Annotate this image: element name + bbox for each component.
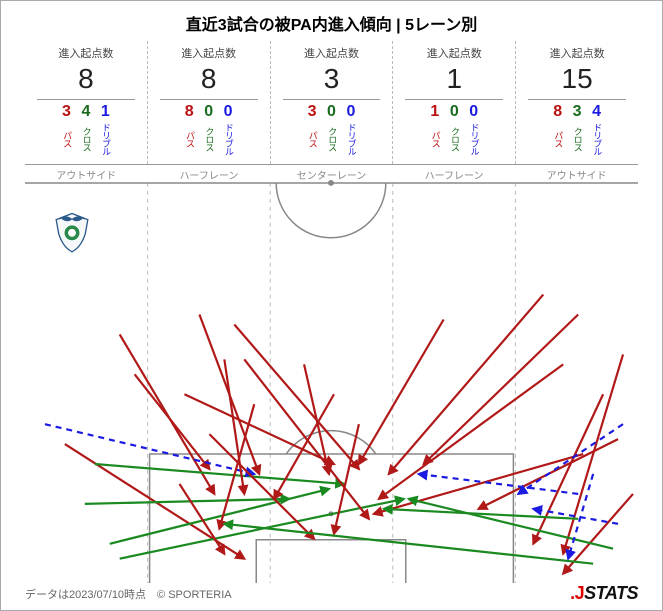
lane-stat-col: 進入起点数 15 8パス 3クロス 4ドリブル <box>516 41 638 164</box>
cross-count: 0クロス <box>327 104 336 156</box>
dribble-count: 1ドリブル <box>101 104 110 156</box>
stats-logo: .JSTATS <box>570 583 638 604</box>
pass-arrow <box>304 364 329 474</box>
lane-breakdown: 3パス 0クロス 0ドリブル <box>271 104 393 156</box>
lane-stat-col: 進入起点数 3 3パス 0クロス 0ドリブル <box>271 41 394 164</box>
dribble-count: 0ドリブル <box>469 104 478 156</box>
lane-stat-col: 進入起点数 1 1パス 0クロス 0ドリブル <box>393 41 516 164</box>
lane-total: 8 <box>148 63 270 95</box>
cross-count: 0クロス <box>450 104 459 156</box>
lane-header: 進入起点数 <box>393 45 515 61</box>
lane-breakdown: 8パス 0クロス 0ドリブル <box>148 104 270 156</box>
lane-total: 1 <box>393 63 515 95</box>
dribble-arrow <box>419 474 578 494</box>
pass-arrow <box>533 394 603 544</box>
pass-count: 3パス <box>62 104 71 156</box>
lane-header: 進入起点数 <box>148 45 270 61</box>
cross-count: 0クロス <box>204 104 213 156</box>
lane-breakdown: 8パス 3クロス 4ドリブル <box>516 104 638 156</box>
cross-arrow <box>85 499 289 504</box>
cross-count: 4クロス <box>81 104 90 156</box>
lane-breakdown: 3パス 4クロス 1ドリブル <box>25 104 147 156</box>
pass-arrow <box>219 404 254 529</box>
dribble-arrow <box>518 424 623 494</box>
dribble-count: 4ドリブル <box>592 104 601 156</box>
pitch-svg <box>25 165 638 584</box>
stats-row: 進入起点数83パス4クロス1ドリブル進入起点数88パス0クロス0ドリブル進入起点… <box>25 41 638 165</box>
pass-arrow <box>359 319 444 464</box>
cross-arrow <box>110 489 329 544</box>
pass-arrow <box>179 484 224 554</box>
chart-title: 直近3試合の被PA内進入傾向 | 5レーン別 <box>1 1 662 41</box>
pitch-area: アウトサイドハーフレーンセンターレーンハーフレーンアウトサイド <box>25 165 638 585</box>
lane-total: 15 <box>516 63 638 95</box>
pass-arrow <box>424 314 578 464</box>
pass-count: 1パス <box>430 104 439 156</box>
lane-header: 進入起点数 <box>516 45 638 61</box>
cross-arrow <box>409 499 613 549</box>
lane-total: 8 <box>25 63 147 95</box>
pass-count: 8パス <box>185 104 194 156</box>
chart-container: 直近3試合の被PA内進入傾向 | 5レーン別 進入起点数83パス4クロス1ドリブ… <box>0 0 663 611</box>
lane-breakdown: 1パス 0クロス 0ドリブル <box>393 104 515 156</box>
team-badge-icon <box>50 210 94 254</box>
lane-header: 進入起点数 <box>25 45 147 61</box>
pass-count: 8パス <box>553 104 562 156</box>
pass-arrow <box>389 294 543 473</box>
dribble-count: 0ドリブル <box>223 104 232 156</box>
cross-arrow <box>95 464 344 484</box>
pass-count: 3パス <box>307 104 316 156</box>
lane-total: 3 <box>271 63 393 95</box>
footer: データは2023/07/10時点 © SPORTERIA .JSTATS <box>1 583 662 604</box>
cross-count: 3クロス <box>572 104 581 156</box>
lane-header: 進入起点数 <box>271 45 393 61</box>
lane-stat-col: 進入起点数 8 8パス 0クロス 0ドリブル <box>148 41 271 164</box>
dribble-count: 0ドリブル <box>346 104 355 156</box>
lane-stat-col: 進入起点数 8 3パス 4クロス 1ドリブル <box>25 41 148 164</box>
footer-text: データは2023/07/10時点 © SPORTERIA <box>25 586 232 602</box>
